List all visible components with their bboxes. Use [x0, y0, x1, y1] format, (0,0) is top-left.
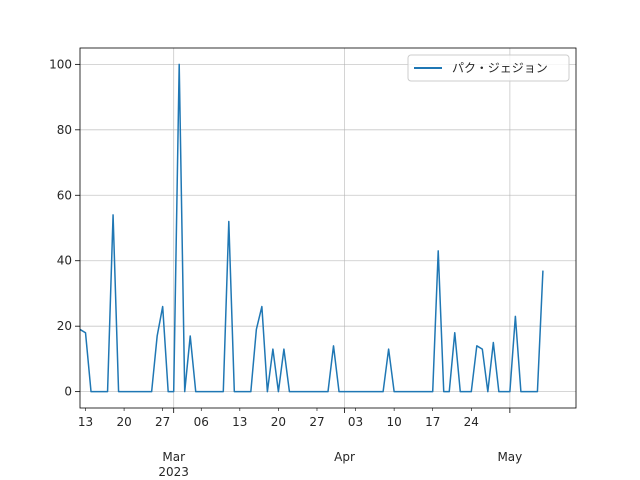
x-major-tick-label: May — [497, 450, 522, 464]
x-minor-tick-label: 27 — [309, 415, 324, 429]
x-minor-tick-label: 06 — [194, 415, 209, 429]
x-major-tick-label: Apr — [334, 450, 355, 464]
series-layer — [80, 63, 544, 393]
y-tick-label: 0 — [64, 385, 72, 399]
x-minor-tick-label: 13 — [232, 415, 247, 429]
y-tick-label: 40 — [57, 254, 72, 268]
series-line-0 — [80, 63, 544, 393]
x-minor-tick-label: 20 — [271, 415, 286, 429]
y-tick-label: 100 — [49, 57, 72, 71]
x-year-label: 2023 — [158, 465, 189, 479]
legend-box — [407, 54, 570, 82]
y-tick-label: 80 — [57, 123, 72, 137]
x-minor-tick-label: 27 — [155, 415, 170, 429]
x-minor-tick-label: 20 — [116, 415, 131, 429]
axes — [79, 47, 577, 409]
x-major-tick-label: Mar — [162, 450, 185, 464]
plot-frame — [79, 47, 577, 409]
x-minor-tick-label: 10 — [386, 415, 401, 429]
x-minor-tick-label: 17 — [425, 415, 440, 429]
x-minor-tick-label: 03 — [348, 415, 363, 429]
y-tick-label: 20 — [57, 319, 72, 333]
tick-marks — [75, 63, 511, 413]
x-minor-tick-label: 13 — [78, 415, 93, 429]
legend: パク・ジェジョン — [407, 54, 570, 82]
legend-label: パク・ジェジョン — [452, 61, 548, 75]
y-tick-label: 60 — [57, 188, 72, 202]
x-minor-tick-label: 24 — [464, 415, 479, 429]
